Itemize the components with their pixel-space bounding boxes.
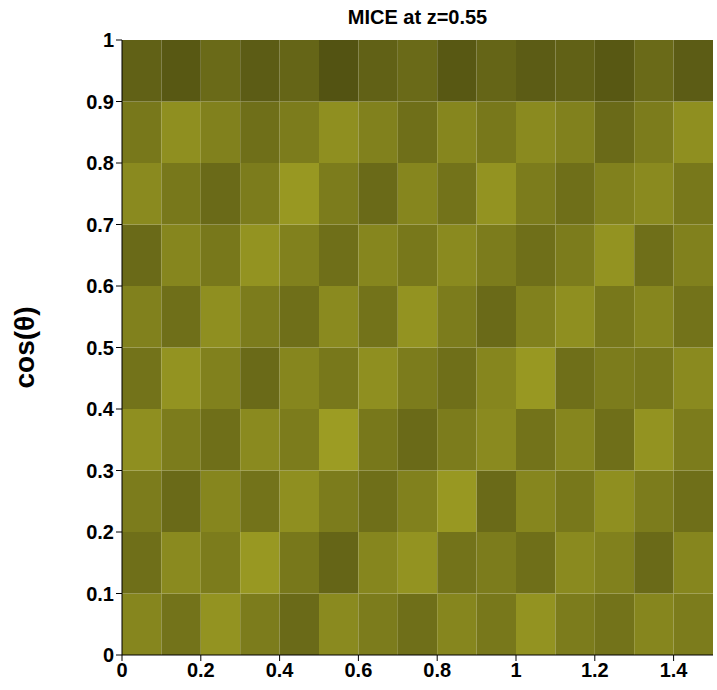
svg-text:1.2: 1.2 (581, 659, 609, 681)
svg-text:0.6: 0.6 (86, 275, 114, 297)
svg-text:cos(θ): cos(θ) (9, 306, 40, 388)
svg-text:0.5: 0.5 (86, 337, 114, 359)
svg-text:0.4: 0.4 (266, 659, 295, 681)
svg-text:0.1: 0.1 (86, 583, 114, 605)
svg-text:0.4: 0.4 (86, 398, 115, 420)
html-text:MICE at z=0.55: MICE at z=0.55 (347, 6, 488, 28)
svg-text:0.8: 0.8 (86, 152, 114, 174)
svg-text:1.4: 1.4 (660, 659, 689, 681)
svg-text:0: 0 (103, 644, 114, 666)
svg-text:0.3: 0.3 (86, 460, 114, 482)
svg-text:1: 1 (103, 29, 114, 51)
svg-text:0.7: 0.7 (86, 214, 114, 236)
svg-text:0.6: 0.6 (344, 659, 372, 681)
svg-text:0.8: 0.8 (423, 659, 451, 681)
svg-text:0: 0 (116, 659, 127, 681)
svg-text:0.9: 0.9 (86, 91, 114, 113)
svg-text:0.2: 0.2 (187, 659, 215, 681)
svg-text:0.2: 0.2 (86, 521, 114, 543)
svg-text:1: 1 (510, 659, 521, 681)
